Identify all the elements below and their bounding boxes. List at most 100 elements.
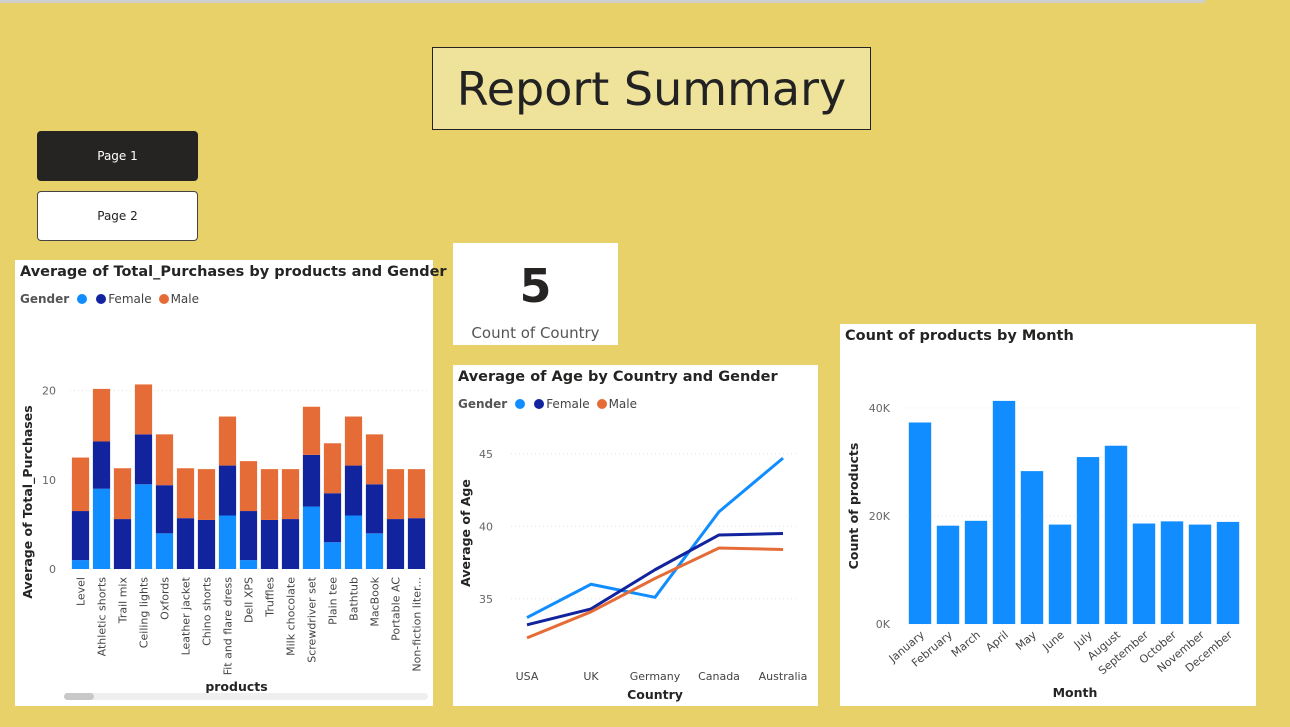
purchases-bar bbox=[176, 518, 195, 569]
page-title: Report Summary bbox=[432, 47, 871, 130]
age-legend-title: Gender bbox=[458, 397, 508, 411]
purchases-bar bbox=[365, 434, 384, 485]
purchases-bar bbox=[218, 515, 237, 569]
purchases-ytick-label: 10 bbox=[42, 474, 56, 487]
purchases-bar bbox=[71, 511, 90, 561]
purchases-chart-svg: 0 10 20 Average of Total_Purchases Level Athl… bbox=[20, 384, 428, 700]
month-xtick-label: May bbox=[1013, 628, 1039, 653]
purchases-bar bbox=[239, 461, 258, 512]
purchases-xtick-label: Trail mix bbox=[117, 577, 130, 625]
purchases-bar bbox=[113, 468, 132, 520]
purchases-xtick-label: Bathtub bbox=[348, 577, 361, 621]
month-chart-card[interactable]: Count of products by Month 0K 20K 40K Count… bbox=[840, 324, 1256, 706]
purchases-bar bbox=[302, 406, 321, 455]
purchases-chart-card[interactable]: Average of Total_Purchases by products a… bbox=[15, 260, 447, 706]
purchases-bar bbox=[92, 441, 111, 489]
purchases-bar bbox=[134, 484, 153, 569]
purchases-bar bbox=[92, 488, 111, 569]
month-xtick-label: April bbox=[983, 628, 1011, 654]
month-xtick-label: June bbox=[1039, 628, 1067, 654]
purchases-bar bbox=[218, 465, 237, 516]
age-legend-male[interactable]: Male bbox=[596, 397, 637, 411]
top-bar bbox=[0, 0, 1205, 3]
purchases-bar bbox=[386, 519, 405, 569]
purchases-scrollbar-thumb[interactable] bbox=[64, 693, 94, 700]
age-ytick-label: 40 bbox=[479, 520, 493, 533]
kpi-label: Count of Country bbox=[471, 324, 600, 342]
purchases-xtick-label: Oxfords bbox=[159, 577, 172, 620]
purchases-ytick-label: 0 bbox=[49, 563, 56, 576]
purchases-bar bbox=[134, 384, 153, 435]
purchases-legend-title: Gender bbox=[20, 292, 70, 306]
age-ylabel: Average of Age bbox=[458, 479, 473, 587]
purchases-xtick-label: Screwdriver set bbox=[306, 576, 319, 662]
page2-button[interactable]: Page 2 bbox=[37, 191, 198, 241]
purchases-bar bbox=[71, 560, 90, 569]
month-bar bbox=[936, 525, 960, 624]
purchases-bar bbox=[260, 469, 279, 520]
purchases-bar bbox=[323, 542, 342, 569]
month-bar bbox=[1104, 445, 1128, 624]
purchases-legend-blank[interactable] bbox=[77, 294, 89, 304]
age-legend-blank[interactable] bbox=[515, 399, 527, 409]
purchases-bar bbox=[113, 519, 132, 569]
purchases-bar bbox=[281, 519, 300, 569]
purchases-bar bbox=[344, 416, 363, 466]
month-ylabel: Count of products bbox=[846, 443, 861, 570]
purchases-bar bbox=[176, 468, 195, 519]
purchases-bar bbox=[155, 434, 174, 486]
purchases-bar bbox=[134, 434, 153, 485]
purchases-xtick-label: Plain tee bbox=[327, 577, 340, 625]
purchases-bar bbox=[365, 533, 384, 569]
purchases-xlabel: products bbox=[205, 679, 267, 694]
purchases-legend: Gender Female Male bbox=[20, 292, 206, 306]
purchases-xtick-label: Dell XPS bbox=[243, 577, 256, 623]
month-bar bbox=[992, 400, 1016, 624]
purchases-bar bbox=[155, 485, 174, 534]
age-xtick-label: Australia bbox=[759, 670, 808, 683]
purchases-xtick-label: Portable AC bbox=[390, 577, 403, 641]
month-ytick-label: 0K bbox=[876, 618, 891, 631]
month-xtick-label: March bbox=[949, 628, 983, 660]
month-ytick-label: 40K bbox=[869, 402, 891, 415]
month-bar bbox=[1048, 524, 1072, 624]
age-series-line bbox=[526, 532, 784, 627]
purchases-bar bbox=[155, 533, 174, 569]
purchases-bar bbox=[239, 511, 258, 561]
age-chart-title: Average of Age by Country and Gender bbox=[458, 369, 778, 385]
month-bar bbox=[964, 520, 988, 624]
purchases-bar bbox=[260, 519, 279, 569]
age-ytick-label: 45 bbox=[479, 448, 493, 461]
month-bar bbox=[1132, 523, 1156, 624]
age-chart-card[interactable]: Average of Age by Country and Gender Gen… bbox=[453, 365, 818, 706]
purchases-bar bbox=[407, 518, 426, 569]
age-legend-female[interactable]: Female bbox=[534, 397, 590, 411]
purchases-xtick-label: Leather jacket bbox=[180, 576, 193, 655]
age-series-line bbox=[526, 456, 784, 619]
purchases-bar bbox=[71, 457, 90, 512]
purchases-legend-male[interactable]: Male bbox=[158, 292, 199, 306]
purchases-xtick-label: Fit and flare dress bbox=[222, 577, 235, 676]
purchases-legend-female[interactable]: Female bbox=[96, 292, 152, 306]
month-bar bbox=[1188, 524, 1212, 624]
age-xtick-label: UK bbox=[583, 670, 599, 683]
purchases-scrollbar-track bbox=[64, 693, 428, 700]
purchases-xtick-label: Level bbox=[75, 577, 88, 606]
age-ytick-label: 35 bbox=[479, 593, 493, 606]
purchases-chart-title: Average of Total_Purchases by products a… bbox=[20, 264, 447, 280]
month-ytick-label: 20K bbox=[869, 510, 891, 523]
month-bar bbox=[1216, 521, 1240, 624]
kpi-value: 5 bbox=[519, 259, 552, 313]
purchases-xtick-label: MacBook bbox=[369, 576, 382, 626]
purchases-bar bbox=[365, 484, 384, 534]
month-bar bbox=[1160, 521, 1184, 624]
month-bar bbox=[908, 422, 932, 624]
month-bar bbox=[1076, 457, 1100, 624]
age-xtick-label: Germany bbox=[630, 670, 681, 683]
age-xtick-label: Canada bbox=[698, 670, 740, 683]
month-bar bbox=[1020, 471, 1044, 624]
month-xlabel: Month bbox=[1053, 685, 1098, 700]
page1-button[interactable]: Page 1 bbox=[37, 131, 198, 181]
purchases-bar bbox=[323, 443, 342, 494]
